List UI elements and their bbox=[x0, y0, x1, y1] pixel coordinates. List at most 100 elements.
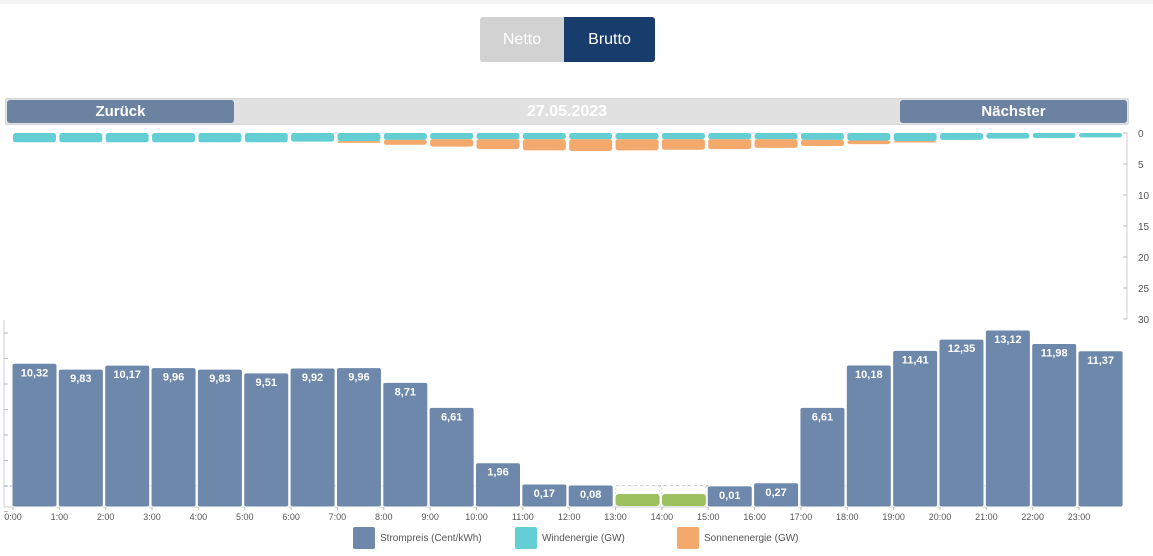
energy-axis-tick-label: 15 bbox=[1138, 222, 1150, 233]
solar-bar bbox=[569, 139, 613, 151]
price-bar-label: 9,96 bbox=[163, 372, 184, 384]
solar-bar bbox=[337, 141, 381, 143]
price-bar bbox=[938, 338, 985, 508]
price-bar-label: 6,61 bbox=[812, 411, 833, 423]
x-axis-tick-label: 1:00 bbox=[51, 512, 69, 522]
x-axis-tick-label: 18:00 bbox=[836, 512, 859, 522]
wind-bar bbox=[152, 133, 196, 143]
x-axis-tick-label: 12:00 bbox=[558, 512, 581, 522]
price-bar bbox=[335, 367, 382, 508]
legend-swatch-windenergie bbox=[515, 527, 537, 549]
price-bar bbox=[428, 406, 475, 508]
price-bar bbox=[753, 482, 800, 508]
price-bar bbox=[984, 329, 1031, 508]
top-divider bbox=[0, 0, 1153, 4]
price-bar-label: 13,12 bbox=[994, 334, 1022, 346]
wind-bar bbox=[1079, 133, 1123, 138]
solar-bar bbox=[522, 139, 566, 151]
x-axis-tick-label: 13:00 bbox=[604, 512, 627, 522]
wind-bar bbox=[708, 133, 752, 140]
price-bar bbox=[521, 483, 568, 508]
current-date: 27.05.2023 bbox=[526, 102, 608, 120]
price-bar bbox=[104, 364, 151, 508]
solar-bar bbox=[708, 139, 752, 150]
wind-bar bbox=[1032, 133, 1076, 138]
x-axis-tick-label: 23:00 bbox=[1068, 512, 1091, 522]
brutto-toggle-button[interactable]: Brutto bbox=[564, 17, 655, 62]
energy-axis-tick-label: 0 bbox=[1138, 129, 1144, 140]
solar-bar bbox=[661, 139, 705, 150]
price-bar-label: 11,37 bbox=[1087, 355, 1114, 367]
price-energy-chart: 0 5 10 15 20 25 30 10,32 9,83 10,17 9,96 9,83 9,51 9,… bbox=[3, 129, 1150, 522]
price-bar bbox=[799, 406, 846, 508]
price-bar bbox=[1031, 343, 1078, 508]
wind-bar bbox=[522, 133, 566, 140]
price-bar-label: 11,41 bbox=[902, 354, 929, 366]
wind-bar bbox=[198, 133, 242, 143]
negative-price-bar bbox=[615, 494, 660, 506]
price-bar bbox=[845, 364, 892, 508]
negative-price-gap bbox=[661, 485, 707, 495]
price-bar bbox=[243, 372, 290, 508]
price-bar-label: 0,08 bbox=[580, 489, 601, 501]
x-axis-tick-label: 0:00 bbox=[4, 512, 22, 522]
price-bar-label: 10,18 bbox=[855, 369, 883, 381]
price-bar-label: 9,92 bbox=[302, 372, 323, 384]
price-bar bbox=[706, 485, 753, 508]
solar-bar bbox=[847, 140, 891, 145]
negative-price-gap bbox=[615, 485, 660, 495]
solar-bar bbox=[800, 139, 844, 147]
netto-toggle-button[interactable]: Netto bbox=[480, 17, 564, 62]
wind-bar bbox=[105, 133, 149, 143]
price-bar-label: 0,01 bbox=[719, 490, 740, 502]
price-bar-label: 9,51 bbox=[256, 377, 277, 389]
wind-bar bbox=[13, 133, 56, 143]
price-bar bbox=[289, 367, 336, 508]
energy-axis-tick-label: 30 bbox=[1138, 315, 1150, 326]
wind-bar bbox=[569, 133, 613, 140]
legend-label-windenergie: Windenergie (GW) bbox=[542, 532, 625, 544]
price-bar bbox=[1077, 350, 1124, 508]
legend-item-strompreis[interactable]: Strompreis (Cent/kWh) bbox=[353, 527, 482, 549]
solar-bar bbox=[430, 139, 474, 147]
price-bar bbox=[892, 349, 939, 508]
solar-bar bbox=[893, 141, 937, 143]
negative-price-bar bbox=[661, 494, 706, 506]
wind-bar bbox=[986, 133, 1030, 139]
price-bar bbox=[382, 381, 429, 508]
energy-axis-tick-label: 20 bbox=[1138, 253, 1150, 264]
x-axis-tick-label: 10:00 bbox=[465, 512, 488, 522]
energy-axis-tick-label: 25 bbox=[1138, 284, 1150, 295]
solar-bar bbox=[615, 139, 659, 151]
x-axis-tick-label: 7:00 bbox=[329, 512, 347, 522]
x-axis-tick-label: 5:00 bbox=[236, 512, 254, 522]
legend-item-sonnenenergie[interactable]: Sonnenenergie (GW) bbox=[677, 527, 799, 549]
price-bar bbox=[567, 484, 614, 508]
x-axis-tick-label: 14:00 bbox=[651, 512, 674, 522]
price-bar-label: 9,96 bbox=[348, 372, 369, 384]
price-bar-label: 11,98 bbox=[1041, 348, 1068, 360]
energy-axis-tick-label: 10 bbox=[1138, 191, 1150, 202]
wind-bar bbox=[615, 133, 659, 140]
chart-legend: Strompreis (Cent/kWh) Windenergie (GW) S… bbox=[0, 527, 1153, 551]
next-day-button[interactable]: Nächster bbox=[900, 100, 1127, 123]
price-bar-label: 9,83 bbox=[209, 373, 230, 385]
x-axis-tick-label: 15:00 bbox=[697, 512, 720, 522]
price-bar-label: 10,32 bbox=[21, 367, 49, 379]
wind-bar bbox=[800, 133, 844, 140]
legend-swatch-strompreis bbox=[353, 527, 375, 549]
price-bar-label: 1,96 bbox=[487, 467, 508, 479]
previous-day-button[interactable]: Zurück bbox=[7, 100, 234, 123]
legend-label-strompreis: Strompreis (Cent/kWh) bbox=[380, 532, 482, 544]
wind-bar bbox=[893, 133, 937, 142]
x-axis-tick-label: 4:00 bbox=[190, 512, 208, 522]
x-axis-tick-label: 2:00 bbox=[97, 512, 115, 522]
legend-label-sonnenenergie: Sonnenenergie (GW) bbox=[704, 532, 799, 544]
x-axis-tick-label: 20:00 bbox=[929, 512, 952, 522]
wind-bar bbox=[847, 133, 891, 141]
wind-bar bbox=[940, 133, 983, 140]
legend-item-windenergie[interactable]: Windenergie (GW) bbox=[515, 527, 625, 549]
x-axis-tick-label: 17:00 bbox=[790, 512, 813, 522]
price-bar bbox=[150, 367, 197, 508]
price-bar-label: 10,17 bbox=[113, 369, 141, 381]
